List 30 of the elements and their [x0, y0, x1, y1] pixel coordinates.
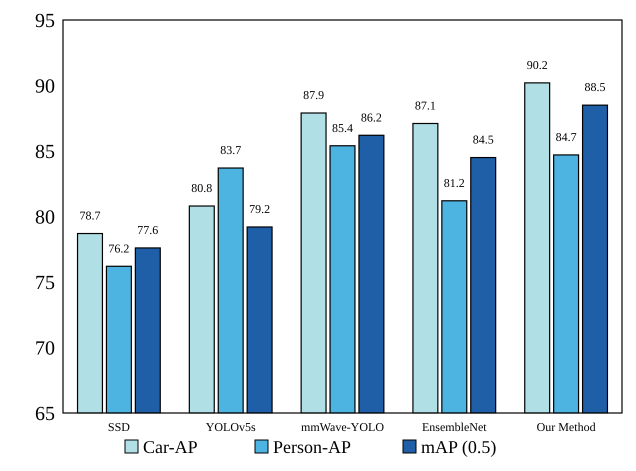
x-tick-label: SSD [108, 420, 130, 434]
y-tick-label: 70 [35, 338, 55, 360]
data-label: 84.5 [472, 132, 494, 147]
data-label: 77.6 [137, 222, 158, 237]
data-label: 87.9 [303, 88, 324, 102]
y-tick-label: 85 [35, 141, 55, 163]
y-tick-label: 75 [35, 272, 55, 294]
y-tick-label: 80 [35, 206, 55, 228]
data-label: 83.7 [220, 143, 242, 158]
x-tick-label: EnsembleNet [422, 420, 488, 434]
data-label: 76.2 [108, 241, 130, 256]
data-label: 84.7 [556, 130, 577, 144]
y-tick-label: 65 [35, 403, 55, 425]
x-tick-label: YOLOv5s [206, 420, 256, 434]
x-tick-label: mmWave-YOLO [300, 420, 384, 434]
data-label: 79.2 [249, 202, 270, 216]
data-label: 87.1 [414, 98, 436, 112]
legend-label: Person-AP [273, 437, 352, 457]
data-label: 85.4 [332, 120, 353, 135]
y-tick-label: 95 [35, 10, 55, 32]
data-label: 80.8 [191, 181, 212, 196]
data-label: 88.5 [584, 80, 606, 94]
data-label: 86.2 [360, 110, 382, 124]
legend-label: Car-AP [143, 437, 198, 457]
x-tick-label: Our Method [536, 420, 596, 434]
data-label: 90.2 [526, 58, 548, 72]
legend-label: mAP (0.5) [421, 437, 496, 457]
data-label: 78.7 [79, 208, 100, 223]
y-tick-label: 90 [35, 76, 55, 98]
data-label: 81.2 [444, 176, 465, 190]
